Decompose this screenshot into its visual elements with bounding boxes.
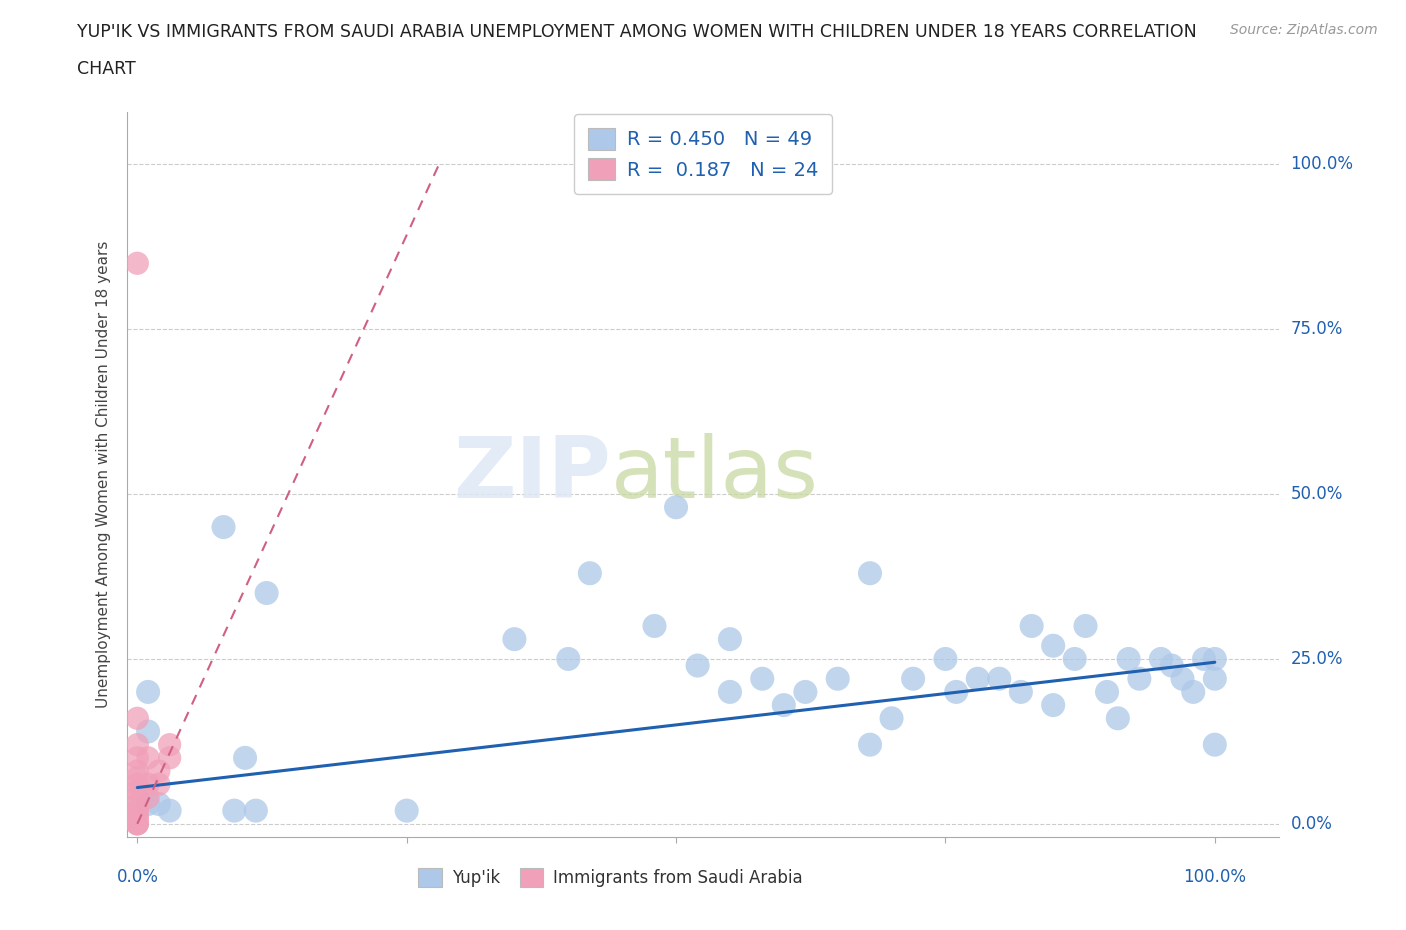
Point: [136, 797, 159, 812]
Point: [644, 618, 666, 633]
Point: [503, 631, 526, 646]
Point: [945, 684, 967, 699]
Point: [1095, 684, 1118, 699]
Point: [256, 586, 278, 601]
Text: 0.0%: 0.0%: [117, 868, 159, 885]
Point: [136, 724, 159, 739]
Point: [1042, 638, 1064, 653]
Point: [665, 499, 688, 514]
Text: 75.0%: 75.0%: [1291, 320, 1343, 339]
Point: [127, 711, 149, 725]
Point: [127, 783, 149, 798]
Point: [794, 684, 817, 699]
Point: [159, 751, 181, 765]
Point: [148, 764, 170, 778]
Point: [1021, 618, 1043, 633]
Point: [127, 256, 149, 271]
Point: [1204, 671, 1226, 686]
Text: 100.0%: 100.0%: [1184, 868, 1246, 885]
Point: [127, 810, 149, 825]
Text: CHART: CHART: [77, 60, 136, 78]
Point: [127, 770, 149, 785]
Point: [772, 698, 794, 712]
Point: [127, 804, 149, 818]
Text: atlas: atlas: [610, 432, 818, 516]
Point: [127, 764, 149, 778]
Point: [1074, 618, 1097, 633]
Point: [127, 817, 149, 831]
Point: [1150, 652, 1173, 667]
Point: [136, 777, 159, 791]
Point: [901, 671, 924, 686]
Point: [159, 737, 181, 752]
Point: [127, 790, 149, 804]
Point: [1160, 658, 1182, 673]
Point: [136, 790, 159, 804]
Point: [136, 684, 159, 699]
Point: [148, 777, 170, 791]
Point: [127, 817, 149, 831]
Point: [1182, 684, 1205, 699]
Point: [751, 671, 773, 686]
Point: [127, 751, 149, 765]
Point: [1204, 737, 1226, 752]
Point: [1107, 711, 1129, 725]
Point: [127, 777, 149, 791]
Point: [127, 804, 149, 818]
Point: [557, 652, 579, 667]
Point: [718, 631, 741, 646]
Point: [212, 520, 235, 535]
Text: ZIP: ZIP: [453, 432, 610, 516]
Text: 50.0%: 50.0%: [1291, 485, 1343, 503]
Point: [1204, 652, 1226, 667]
Text: Source: ZipAtlas.com: Source: ZipAtlas.com: [1230, 23, 1378, 37]
Point: [127, 797, 149, 812]
Point: [1192, 652, 1215, 667]
Point: [988, 671, 1011, 686]
Point: [859, 737, 882, 752]
Point: [686, 658, 709, 673]
Point: [827, 671, 849, 686]
Point: [1010, 684, 1032, 699]
Point: [245, 804, 267, 818]
Point: [1128, 671, 1150, 686]
Y-axis label: Unemployment Among Women with Children Under 18 years: Unemployment Among Women with Children U…: [96, 241, 111, 708]
Point: [859, 565, 882, 580]
Text: YUP'IK VS IMMIGRANTS FROM SAUDI ARABIA UNEMPLOYMENT AMONG WOMEN WITH CHILDREN UN: YUP'IK VS IMMIGRANTS FROM SAUDI ARABIA U…: [77, 23, 1197, 41]
Point: [1042, 698, 1064, 712]
Point: [934, 652, 956, 667]
Point: [159, 804, 181, 818]
Point: [1118, 652, 1140, 667]
Point: [1063, 652, 1085, 667]
Legend: Yup'ik, Immigrants from Saudi Arabia: Yup'ik, Immigrants from Saudi Arabia: [412, 861, 810, 894]
Point: [233, 751, 256, 765]
Point: [136, 751, 159, 765]
Point: [127, 737, 149, 752]
Text: 100.0%: 100.0%: [1291, 155, 1354, 173]
Text: 25.0%: 25.0%: [1291, 650, 1343, 668]
Point: [579, 565, 602, 580]
Point: [127, 810, 149, 825]
Point: [127, 817, 149, 831]
Point: [1171, 671, 1194, 686]
Point: [395, 804, 418, 818]
Point: [148, 797, 170, 812]
Text: 0.0%: 0.0%: [1291, 815, 1333, 832]
Point: [718, 684, 741, 699]
Point: [966, 671, 988, 686]
Point: [224, 804, 246, 818]
Point: [880, 711, 903, 725]
